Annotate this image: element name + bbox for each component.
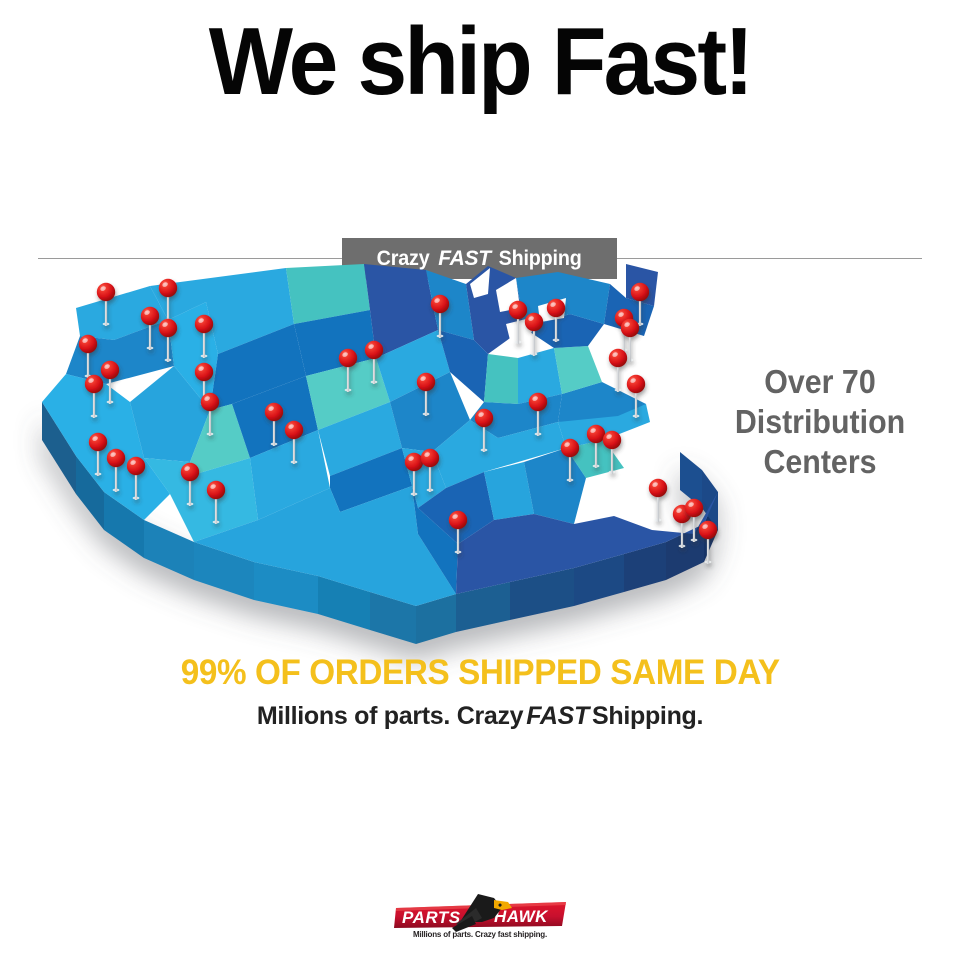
map-pin <box>88 432 108 476</box>
state-new-mexico <box>250 430 330 520</box>
map-pin <box>626 374 646 418</box>
map-pin <box>264 402 284 446</box>
map-pin <box>560 438 580 482</box>
map-pin <box>648 478 668 522</box>
map-extrusion-base <box>42 402 718 644</box>
state-louisiana <box>412 486 458 594</box>
state-missouri <box>390 372 470 452</box>
us-distribution-map <box>18 262 738 662</box>
map-state-faces <box>42 264 718 606</box>
map-pin <box>416 372 436 416</box>
banner-text-pre: Crazy <box>376 246 430 270</box>
map-pin <box>684 498 704 542</box>
map-pin <box>106 448 126 492</box>
callout-line-2: Distribution <box>734 403 906 440</box>
map-pin <box>158 318 178 362</box>
state-nevada <box>130 366 210 462</box>
map-pin <box>630 282 650 326</box>
state-minnesota <box>364 264 438 358</box>
state-wisconsin <box>426 270 474 340</box>
map-pin <box>546 298 566 342</box>
logo-word-right: HAWK <box>494 907 549 926</box>
map-pin <box>620 318 640 362</box>
map-pin <box>364 340 384 384</box>
map-pin <box>200 392 220 436</box>
distribution-centers-callout: Over 70 Distribution Centers <box>702 362 938 482</box>
logo-word-left: PARTS <box>402 908 461 927</box>
state-iowa <box>376 330 450 402</box>
state-utah <box>190 404 250 474</box>
distribution-center-pins <box>78 278 718 564</box>
map-pin <box>474 408 494 452</box>
map-pin <box>180 462 200 506</box>
state-california <box>42 374 170 520</box>
banner-text-emphasis: FAST <box>438 246 491 270</box>
map-pin <box>508 300 528 344</box>
map-pin <box>100 360 120 404</box>
callout-line-3: Centers <box>763 443 877 480</box>
state-nebraska <box>306 358 390 430</box>
state-tennessee <box>432 420 566 488</box>
parts-hawk-logo-graphic: PARTS HAWK <box>394 894 566 932</box>
state-ohio <box>518 348 562 404</box>
state-north-dakota <box>286 264 370 324</box>
state-washington <box>76 286 168 340</box>
state-indiana <box>484 354 518 404</box>
map-pin <box>524 312 544 356</box>
tagline-post: Shipping. <box>592 702 704 730</box>
state-florida <box>456 492 718 594</box>
state-arizona <box>144 458 258 542</box>
map-pin <box>126 456 146 500</box>
banner-text-post: Shipping <box>498 246 582 270</box>
state-pennsylvania <box>524 314 604 348</box>
map-pin <box>338 348 358 392</box>
state-virginia <box>558 382 646 422</box>
page-title: We ship Fast! <box>208 8 754 115</box>
map-pin <box>586 424 606 468</box>
logo-subtitle: Millions of parts. Crazy fast shipping. <box>413 930 547 939</box>
same-day-shipping-headline: 99% OF ORDERS SHIPPED SAME DAY <box>0 652 960 694</box>
state-wyoming <box>210 324 306 410</box>
map-pin <box>430 294 450 338</box>
state-alabama <box>484 462 534 520</box>
state-west-virginia <box>554 346 602 394</box>
state-texas <box>194 486 456 606</box>
map-pin <box>608 348 628 392</box>
map-pin <box>528 392 548 436</box>
map-pin <box>602 430 622 474</box>
map-pin <box>96 282 116 326</box>
state-north-carolina <box>558 404 650 448</box>
map-pin <box>284 420 304 464</box>
callout-line-1: Over 70 <box>764 363 876 400</box>
state-illinois <box>438 330 488 402</box>
us-map-graphic <box>42 264 718 644</box>
map-pin <box>698 520 718 564</box>
tagline-pre: Millions of parts. Crazy <box>256 702 524 730</box>
state-oregon <box>66 320 174 384</box>
map-pin <box>78 334 98 378</box>
state-kansas <box>318 402 402 476</box>
map-pin <box>404 452 424 496</box>
state-oklahoma <box>330 448 412 512</box>
parts-hawk-logo[interactable]: PARTS HAWK Millions of parts. Crazy fast… <box>390 888 570 950</box>
same-day-shipping-text: 99% OF ORDERS SHIPPED SAME DAY <box>180 653 780 692</box>
map-pin <box>194 314 214 358</box>
state-mississippi <box>418 472 494 544</box>
map-pin <box>420 448 440 492</box>
map-pin <box>206 480 226 524</box>
state-montana <box>150 268 294 354</box>
map-pin <box>448 510 468 554</box>
tagline: Millions of parts. Crazy FAST Shipping. <box>0 700 960 732</box>
hawk-head-icon <box>452 894 512 932</box>
tagline-emphasis: FAST <box>526 702 589 730</box>
map-pin <box>140 306 160 350</box>
map-pin <box>84 374 104 418</box>
